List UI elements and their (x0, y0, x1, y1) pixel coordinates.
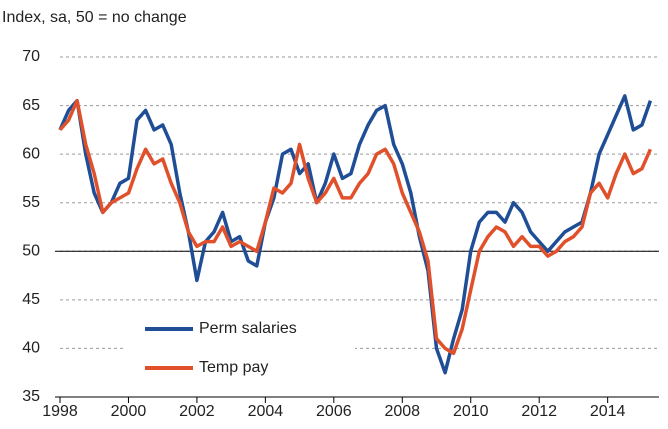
x-tick-label: 2012 (521, 403, 557, 420)
y-tick-label: 70 (22, 48, 40, 65)
x-tick-label: 2004 (248, 403, 284, 420)
x-tick-label: 1998 (42, 403, 78, 420)
x-tick-label: 2014 (590, 403, 626, 420)
chart-title: Index, sa, 50 = no change (2, 9, 187, 26)
y-tick-label: 65 (22, 97, 40, 114)
x-tick-label: 2008 (384, 403, 420, 420)
legend-label: Temp pay (199, 359, 268, 376)
x-tick-label: 2002 (179, 403, 215, 420)
legend-label: Perm salaries (199, 320, 297, 337)
series-line (58, 98, 653, 356)
y-tick-label: 50 (22, 243, 40, 260)
y-tick-label: 55 (22, 194, 40, 211)
legend-background (125, 312, 355, 384)
x-tick-label: 2006 (316, 403, 352, 420)
x-tick-label: 2000 (111, 403, 147, 420)
x-tick-label: 2010 (453, 403, 489, 420)
y-tick-label: 35 (22, 388, 40, 405)
y-tick-label: 60 (22, 145, 40, 162)
y-tick-label: 45 (22, 291, 40, 308)
series-line (58, 94, 653, 375)
y-tick-label: 40 (22, 340, 40, 357)
